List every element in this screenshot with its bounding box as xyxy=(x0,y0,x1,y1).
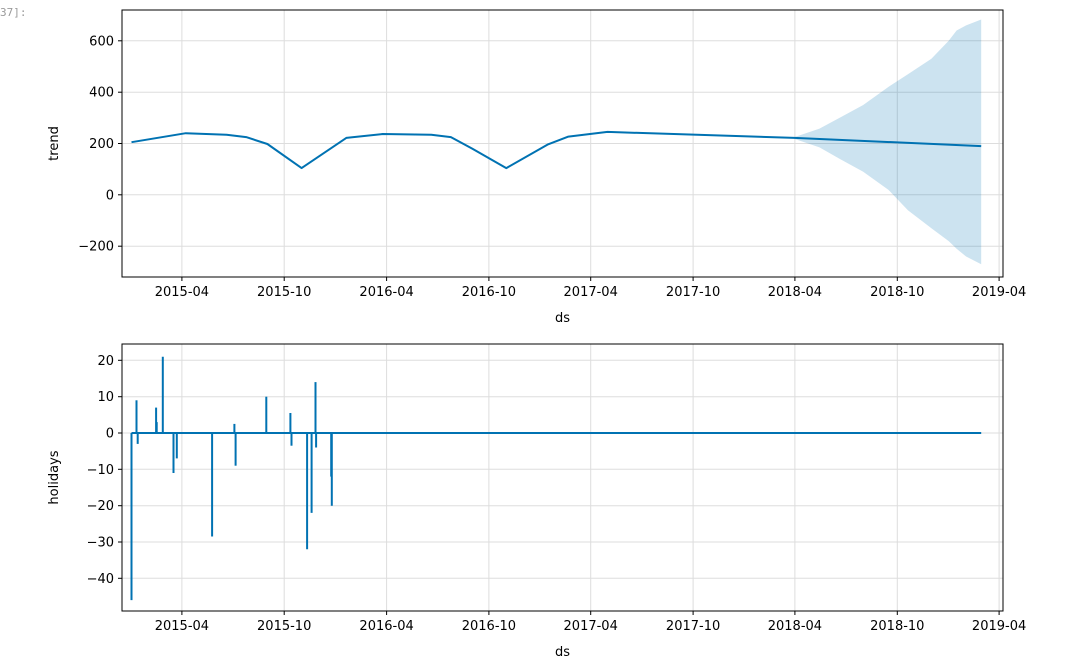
x-tick-label: 2018-04 xyxy=(768,619,822,634)
x-tick-label: 2015-10 xyxy=(257,285,311,300)
x-tick-label: 2016-04 xyxy=(359,619,413,634)
x-tick-label: 2019-04 xyxy=(972,285,1026,300)
x-tick-label: 2016-10 xyxy=(462,285,516,300)
x-tick-label: 2015-10 xyxy=(257,619,311,634)
x-tick-label: 2018-10 xyxy=(870,285,924,300)
y-tick-label: 400 xyxy=(89,86,114,101)
y-tick-label: −30 xyxy=(87,536,114,551)
y-tick-label: −20 xyxy=(87,499,114,514)
y-tick-label: −10 xyxy=(87,463,114,478)
y-tick-label: −40 xyxy=(87,572,114,587)
cell-prompt: 37]: xyxy=(0,6,27,19)
y-tick-label: 0 xyxy=(106,427,114,442)
y-tick-label: 0 xyxy=(106,188,114,203)
x-tick-label: 2015-04 xyxy=(155,285,209,300)
y-tick-label: 200 xyxy=(89,137,114,152)
y-axis-label: holidays xyxy=(47,450,62,504)
x-axis-label: ds xyxy=(555,645,570,660)
axes-frame xyxy=(121,343,1004,612)
trend-panel: 2015-04 2015-10 2016-04 2016-10 2017-04 2017-… xyxy=(47,9,1026,326)
holidays-panel: 2015-04 2015-10 2016-04 2016-10 2017-04 2017-… xyxy=(47,343,1026,660)
trend-line xyxy=(131,130,982,170)
y-tick-label: 600 xyxy=(89,34,114,49)
x-tick-label: 2015-04 xyxy=(155,619,209,634)
x-tick-label: 2018-10 xyxy=(870,619,924,634)
x-tick-label: 2017-10 xyxy=(666,285,720,300)
y-axis-label: trend xyxy=(47,126,62,161)
x-tick-label: 2017-10 xyxy=(666,619,720,634)
x-axis-label: ds xyxy=(555,311,570,326)
x-tick-label: 2017-04 xyxy=(564,619,618,634)
x-tick-label: 2017-04 xyxy=(564,285,618,300)
x-tick-label: 2016-04 xyxy=(359,285,413,300)
y-tick-label: 20 xyxy=(97,354,114,369)
x-tick-label: 2019-04 xyxy=(972,619,1026,634)
y-tick-label: −200 xyxy=(78,240,114,255)
y-tick-label: 10 xyxy=(97,390,114,405)
x-tick-label: 2016-10 xyxy=(462,619,516,634)
x-tick-label: 2018-04 xyxy=(768,285,822,300)
